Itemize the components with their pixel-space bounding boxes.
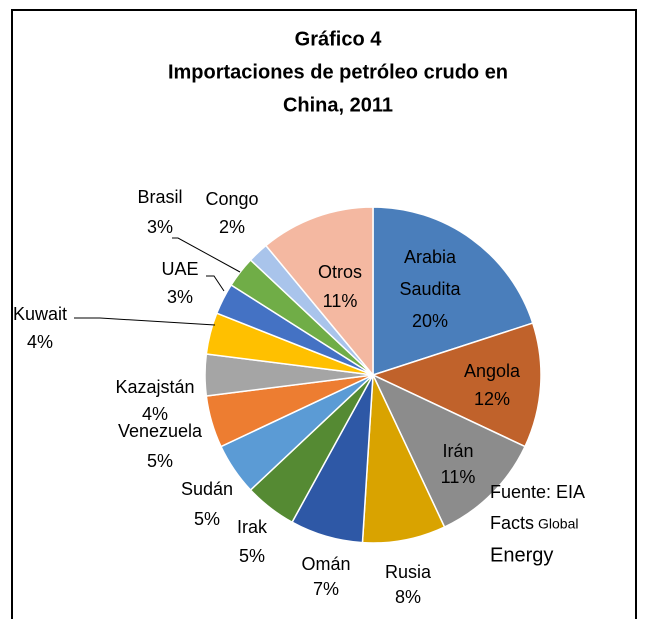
slice-label: Congo bbox=[205, 189, 258, 209]
slice-label: Angola bbox=[464, 361, 521, 381]
chart-subtitle: Importaciones de petróleo crudo en bbox=[168, 61, 508, 83]
slice-value-label: 3% bbox=[167, 287, 193, 307]
slice-value-label: 20% bbox=[412, 311, 448, 331]
labels: Arabia Saudita 20% Angola 12% Irán 11% Rusia 8% O… bbox=[13, 187, 521, 607]
source-note: Facts bbox=[490, 513, 534, 533]
slice-label: Irán bbox=[442, 441, 473, 461]
pie-slice bbox=[372, 206, 534, 377]
source-note: Fuente: EIA bbox=[490, 482, 585, 502]
slice-label: Kuwait bbox=[13, 304, 67, 324]
chart-subtitle: China, 2011 bbox=[283, 94, 393, 116]
pie-slice bbox=[370, 322, 542, 448]
slice-value-label: 12% bbox=[474, 389, 510, 409]
slice-label: Rusia bbox=[385, 562, 432, 582]
slice-label: Irak bbox=[237, 517, 268, 537]
leader-lines bbox=[74, 237, 241, 326]
slice-value-label: 7% bbox=[313, 579, 339, 599]
slice-value-label: 5% bbox=[239, 546, 265, 566]
pie bbox=[204, 206, 542, 544]
slice-label: Kazajstán bbox=[115, 377, 194, 397]
slice-label: Otros bbox=[318, 262, 362, 282]
slice-label: Brasil bbox=[137, 187, 182, 207]
slice-value-label: 5% bbox=[194, 509, 220, 529]
chart-title: Gráfico 4 bbox=[295, 28, 383, 50]
chart-border bbox=[11, 9, 637, 619]
slice-value-label: 11% bbox=[323, 291, 358, 311]
slice-label: Arabia Saudita bbox=[399, 247, 461, 299]
pie-slice bbox=[371, 373, 527, 529]
slice-label: Venezuela bbox=[118, 421, 203, 441]
source-note: Global bbox=[538, 516, 578, 532]
slice-label: Sudán bbox=[181, 479, 233, 499]
slice-label: UAE bbox=[161, 259, 198, 279]
slice-value-label: 4% bbox=[142, 404, 168, 424]
slice-value-label: 8% bbox=[395, 587, 421, 607]
slice-value-label: 5% bbox=[147, 451, 173, 471]
slice-value-label: 2% bbox=[219, 217, 245, 237]
slice-value-label: 4% bbox=[27, 332, 53, 352]
pie-slice bbox=[264, 206, 374, 378]
slice-label: Omán bbox=[301, 554, 350, 574]
slice-value-label: 3% bbox=[147, 217, 173, 237]
leader-line bbox=[74, 317, 216, 326]
leader-line bbox=[172, 237, 241, 273]
source-note: Energy bbox=[490, 544, 553, 566]
leader-line bbox=[206, 275, 225, 292]
slice-value-label: 11% bbox=[441, 467, 476, 487]
